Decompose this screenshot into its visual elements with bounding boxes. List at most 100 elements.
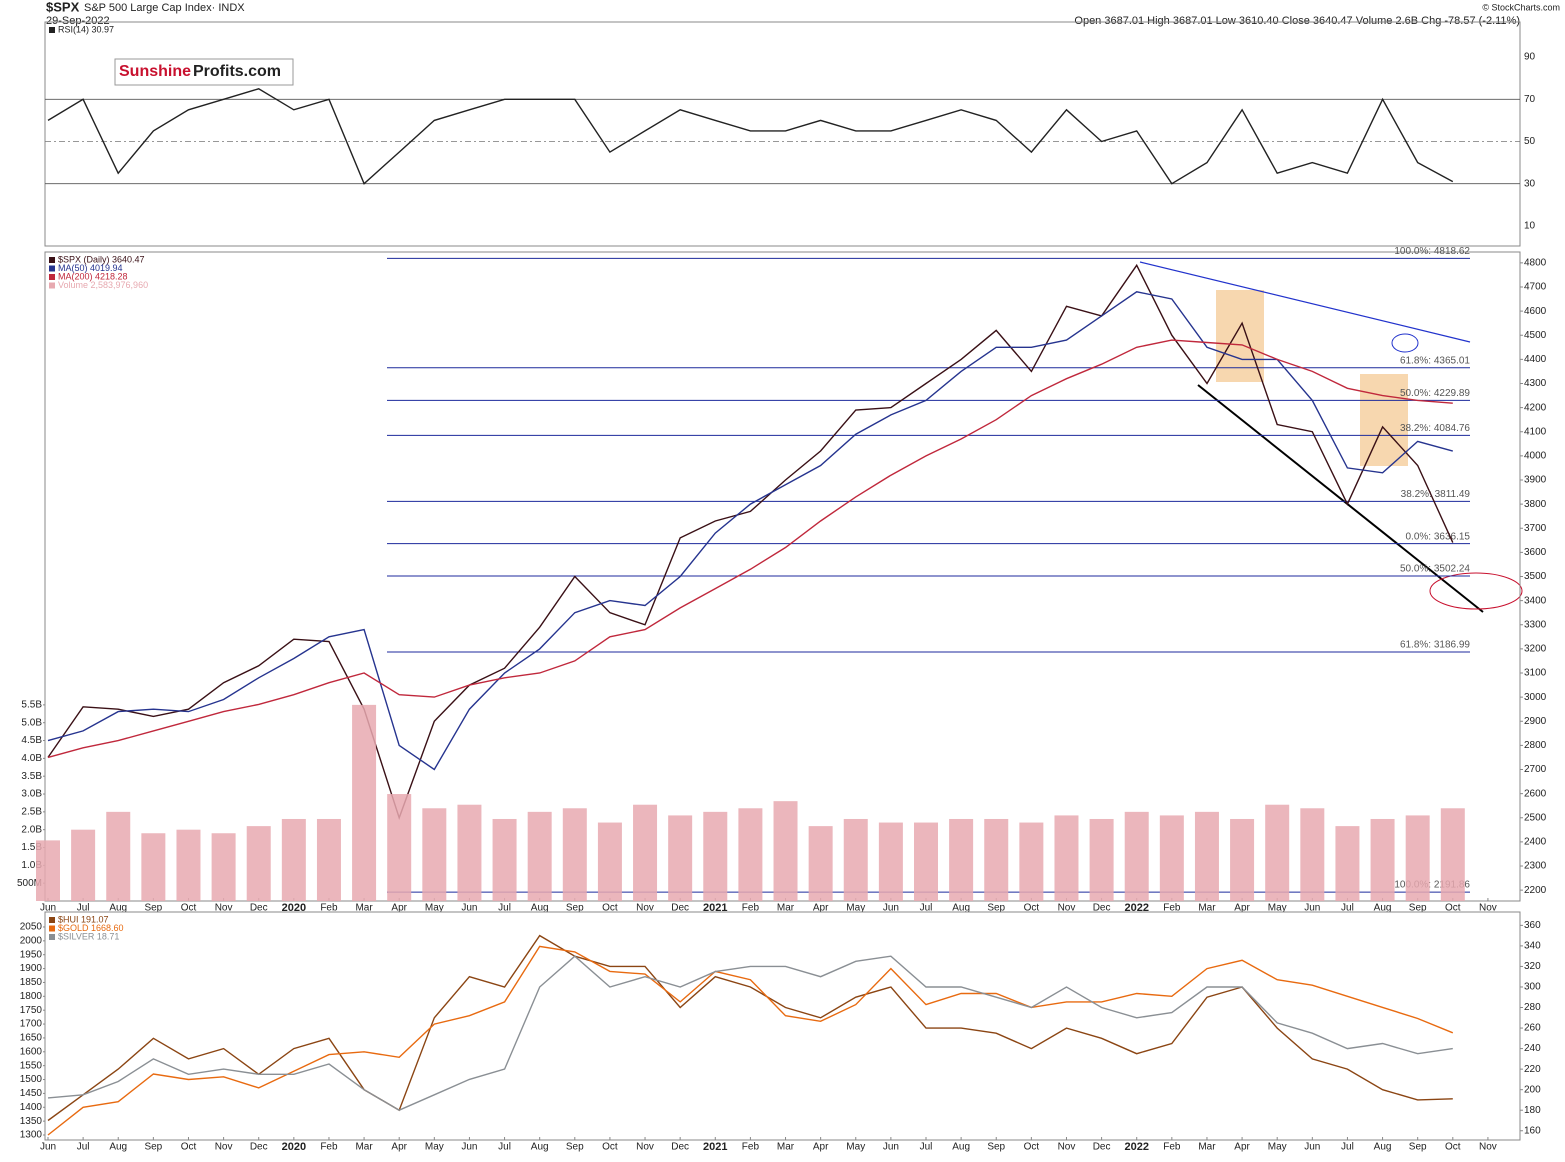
x-tick-label: Aug [109, 903, 127, 914]
volume-bar [562, 808, 587, 901]
volume-bar [1265, 804, 1290, 901]
x-tick-label: Dec [1093, 1142, 1111, 1153]
x-tick-label: 2022 [1124, 1141, 1148, 1153]
fib-label: 100.0%: 4818.62 [1394, 246, 1470, 257]
x-tick-label: Sep [987, 1142, 1005, 1153]
x-tick-label: Feb [742, 903, 760, 914]
x-tick-label: Dec [671, 903, 689, 914]
x-tick-label: Apr [813, 903, 829, 914]
x-tick-label: Oct [1024, 1142, 1040, 1153]
volume-bar [1124, 811, 1149, 901]
y-tick-label: 1400 [20, 1102, 43, 1113]
x-tick-label: Sep [1409, 1142, 1427, 1153]
x-tick-label: Jun [461, 1142, 477, 1153]
x-tick-label: Oct [1445, 903, 1461, 914]
legend-swatch [49, 27, 55, 33]
x-tick-label: Mar [355, 1142, 373, 1153]
y2-tick-label: 3900 [1524, 475, 1547, 486]
volume-bar [141, 833, 166, 901]
volume-bar [1230, 818, 1255, 901]
x-tick-label: 2020 [282, 902, 306, 914]
y-tick-label: 1.0B [21, 860, 42, 871]
x-tick-label: Mar [355, 903, 373, 914]
y-tick-label: 50 [1524, 136, 1536, 147]
y2-tick-label: 3000 [1524, 692, 1547, 703]
y2-tick-label: 3500 [1524, 571, 1547, 582]
legend-swatch [49, 917, 55, 923]
x-tick-label: Aug [1374, 903, 1392, 914]
y2-tick-label: 300 [1524, 982, 1541, 993]
y-tick-label: 3.5B [21, 771, 42, 782]
x-tick-label: Aug [952, 903, 970, 914]
volume-bar [984, 818, 1009, 901]
fib-label: 38.2%: 3811.49 [1401, 489, 1471, 500]
fib-label: 100.0%: 2191.86 [1394, 880, 1470, 891]
volume-bar [668, 815, 693, 901]
series-line [47, 945, 1454, 1136]
volume-bar [422, 808, 447, 901]
y-tick-label: 70 [1524, 94, 1536, 105]
x-tick-label: Jul [1341, 1142, 1354, 1153]
series-line [47, 291, 1453, 771]
index-name: S&P 500 Large Cap Index· INDX [84, 2, 245, 14]
volume-bar [1370, 818, 1395, 901]
symbol: $SPX [46, 0, 80, 14]
y2-tick-label: 4300 [1524, 378, 1547, 389]
y2-tick-label: 200 [1524, 1084, 1541, 1095]
x-tick-label: Oct [1024, 903, 1040, 914]
x-tick-label: Sep [1409, 903, 1427, 914]
highlight-box [1360, 374, 1408, 466]
legend-swatch [49, 265, 55, 272]
volume-bar [527, 811, 552, 901]
y2-tick-label: 2800 [1524, 740, 1547, 751]
legend-label: $HUI 191.07 [58, 914, 109, 924]
series-line [47, 955, 1453, 1111]
y2-tick-label: 3600 [1524, 547, 1547, 558]
y-tick-label: 1.5B [21, 842, 42, 853]
legend-label: $SPX (Daily) 3640.47 [58, 254, 145, 264]
x-tick-label: Dec [250, 903, 268, 914]
y-tick-label: 1900 [20, 963, 43, 974]
fib-label: 50.0%: 4229.89 [1400, 388, 1470, 399]
volume-bar [1405, 815, 1430, 901]
y2-tick-label: 280 [1524, 1002, 1541, 1013]
y2-tick-label: 2700 [1524, 764, 1547, 775]
logo-part: Sunshine [119, 63, 191, 80]
volume-bar [1019, 822, 1044, 901]
fib-label: 50.0%: 3502.24 [1400, 564, 1470, 575]
x-tick-label: May [846, 1142, 865, 1153]
y2-tick-label: 2500 [1524, 812, 1547, 823]
legend-label: $GOLD 1668.60 [58, 923, 124, 933]
x-tick-label: Apr [1234, 1142, 1250, 1153]
y2-tick-label: 220 [1524, 1064, 1541, 1075]
x-tick-label: Mar [1198, 903, 1216, 914]
x-tick-label: Apr [391, 1142, 407, 1153]
y-tick-label: 500M [17, 878, 42, 889]
x-tick-label: Oct [181, 903, 197, 914]
series-line [47, 88, 1454, 185]
target-ellipse [1429, 572, 1523, 610]
y2-tick-label: 2600 [1524, 788, 1547, 799]
y2-tick-label: 260 [1524, 1023, 1541, 1034]
x-tick-label: Apr [391, 903, 407, 914]
y-tick-label: 3.0B [21, 789, 42, 800]
x-tick-label: 2022 [1124, 902, 1148, 914]
x-tick-label: Jun [1304, 903, 1320, 914]
y2-tick-label: 320 [1524, 961, 1541, 972]
volume-bar [316, 818, 341, 901]
y-tick-label: 2.0B [21, 824, 42, 835]
x-tick-label: Aug [531, 903, 549, 914]
y-tick-label: 1950 [20, 949, 43, 960]
x-tick-label: Apr [1234, 903, 1250, 914]
x-tick-label: Jul [77, 1142, 90, 1153]
x-tick-label: Sep [987, 903, 1005, 914]
y-tick-label: 2000 [20, 935, 43, 946]
y2-tick-label: 4200 [1524, 402, 1547, 413]
series-line [47, 934, 1453, 1122]
volume-bar [246, 826, 271, 901]
x-tick-label: Jul [920, 903, 933, 914]
y2-tick-label: 2200 [1524, 885, 1547, 896]
date: 29-Sep-2022 [46, 15, 110, 27]
